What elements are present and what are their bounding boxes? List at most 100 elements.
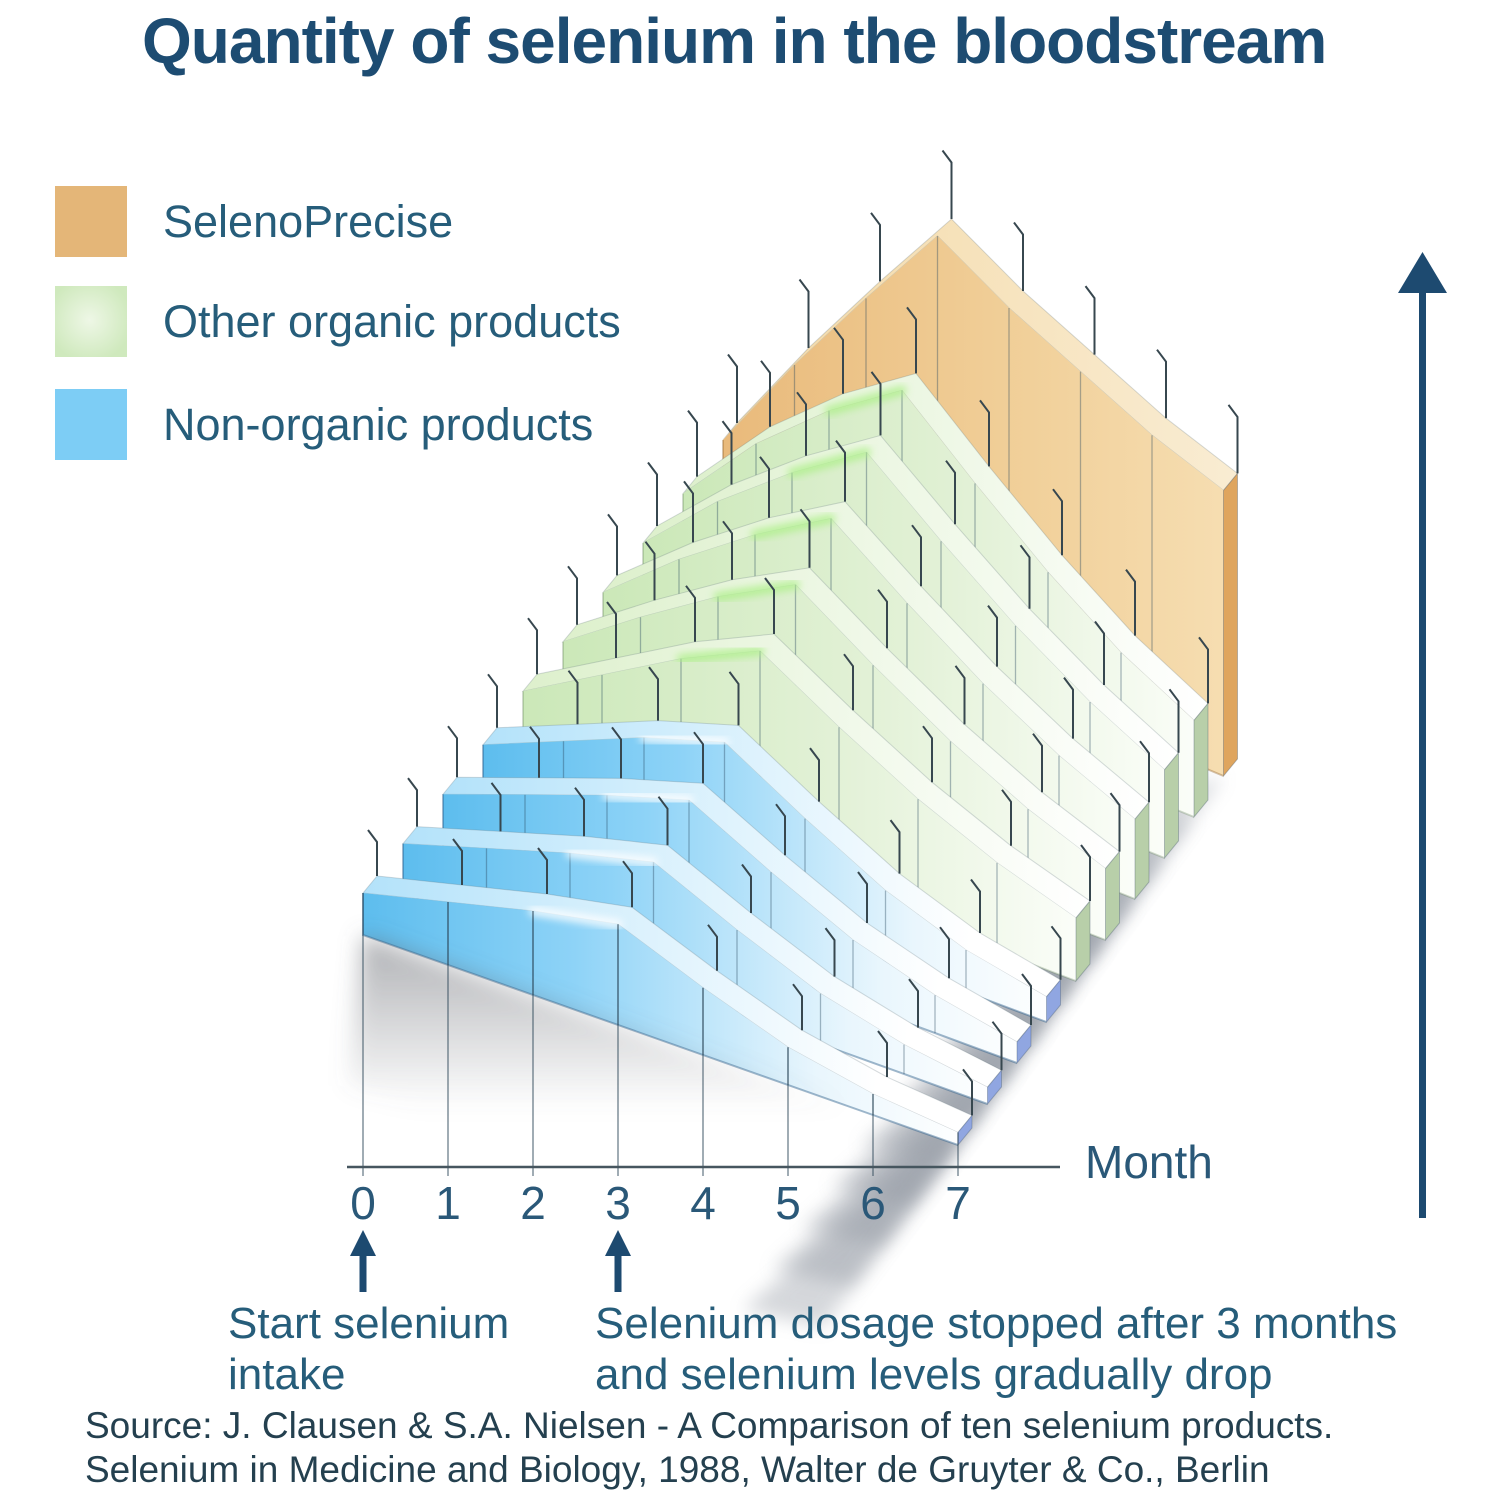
month-pin-tick [707,924,718,971]
month-pin-tick [728,671,740,726]
month-pin-tick [487,673,498,728]
month-pin-tick [527,617,538,675]
month-pin-tick [870,212,881,282]
month-pin-tick [877,1030,888,1077]
month-pin-tick [906,306,917,374]
month-pin-tick [760,360,771,427]
x-tick-label: 5 [775,1177,801,1229]
legend-item-selenoprecise: SelenoPrecise [55,186,453,257]
month-pin-tick [1001,789,1012,846]
y-axis-up-arrow-icon [1398,252,1447,1218]
legend-item-non-organic: Non-organic products [55,389,593,460]
legend-label: SelenoPrecise [163,195,454,247]
month-pin-tick [1094,620,1105,685]
month-pin-tick [611,726,622,779]
month-pin-tick [622,860,633,908]
month-pin-tick [683,480,694,543]
month-pin-tick [798,278,810,348]
month-pin-tick [796,391,807,456]
month-pin-tick [809,747,820,802]
month-pin-tick [648,666,659,721]
month-pin-tick [721,420,733,485]
annotation-dosage-stopped: Selenium dosage stopped after 3 months a… [595,1299,1398,1400]
month-pin-tick [954,665,966,725]
month-pin-tick [367,829,378,876]
source-citation: Source: J. Clausen & S.A. Nielsen - A Co… [85,1404,1333,1493]
month-pin-tick [922,725,933,783]
month-pin-tick [962,1068,973,1116]
x-tick-label: 6 [860,1177,886,1229]
legend-label: Other organic products [163,295,621,347]
month-pin-tick [843,653,854,711]
month-pin-tick [889,819,901,874]
month-pin-tick [870,371,882,436]
month-pin-tick [991,1021,1003,1071]
month-pin-tick [687,410,698,477]
month-pin-tick [1052,488,1063,556]
month-pin-tick [1013,221,1024,291]
x-tick-label: 3 [605,1177,631,1229]
month-pin-tick [727,353,738,423]
month-pin-tick [529,726,540,778]
x-tick-label: 4 [690,1177,716,1229]
month-pin-tick [741,863,752,913]
front-floor-shadow [348,935,983,1285]
legend-label: Non-organic products [163,398,594,450]
month-pin-tick [824,927,836,977]
month-pin-tick [979,399,990,467]
month-pin-tick [1032,733,1043,793]
month-axis-label: Month [1085,1136,1213,1188]
source-line-2: Selenium in Medicine and Biology, 1988, … [85,1449,1270,1491]
month-pin-tick [1156,349,1167,419]
month-pin-tick [877,589,888,649]
x-tick-label: 2 [520,1177,546,1229]
annotation-up-arrow-month-3 [605,1230,631,1292]
month-pin-tick [792,983,803,1031]
month-pin-tick [835,440,846,502]
month-pin-tick [939,926,950,979]
legend-item-other-organic: Other organic products [55,286,621,357]
month-pin-tick [447,725,458,778]
month-pin-tick [657,796,669,846]
month-gridlines [362,893,959,1176]
month-pin-tick [764,577,775,634]
month-pin-tick [970,878,981,933]
legend-swatch-non-organic-icon [55,389,127,460]
month-pin-tick [722,520,733,580]
month-pin-tick [1084,285,1096,355]
month-pin-tick [644,541,656,601]
x-tick-label: 1 [435,1177,461,1229]
month-pin-tick [1063,677,1074,739]
x-tick-label: 7 [945,1177,971,1229]
legend-swatch-selenoprecise-icon [55,186,127,257]
month-pin-tick [1080,844,1091,901]
x-tick-label: 0 [350,1177,376,1229]
month-pin-tick [693,731,704,784]
month-pin-tick [908,978,919,1028]
month-pin-tick [407,777,418,827]
month-pin-tick [1139,740,1150,803]
page-title: Quantity of selenium in the bloodstream [142,5,1327,77]
month-pin-tick [685,585,696,642]
month-pin-tick [1227,404,1239,474]
month-pin-tick [1198,636,1209,704]
month-pin-tick [941,149,953,219]
month-pin-tick [647,461,658,526]
month-pin-tick [606,601,617,658]
month-pin-tick [1109,792,1121,852]
month-pin-tick [911,524,922,587]
month-pin-tick [1168,688,1180,753]
x-axis-tick-labels: 0 1 2 3 4 5 6 7 [350,1177,971,1229]
month-pin-tick [567,565,578,625]
month-pin-tick [574,787,585,837]
month-pin-tick [833,327,844,394]
month-pin-tick [1021,973,1032,1025]
month-pin-tick [537,847,548,894]
month-pin-tick [799,508,811,568]
month-pin-tick [775,803,786,856]
month-pin-tick [607,513,618,576]
month-pin-tick [1050,925,1062,980]
legend-swatch-other-organic-icon [55,286,127,357]
